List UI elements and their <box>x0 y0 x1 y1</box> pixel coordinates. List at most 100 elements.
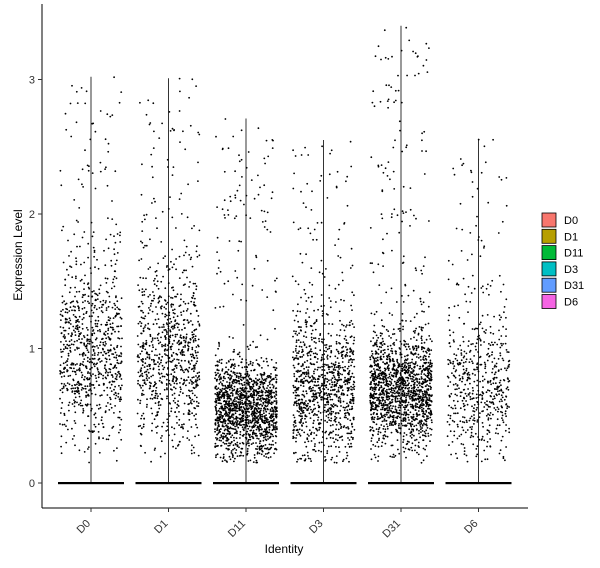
point <box>98 292 101 295</box>
point <box>379 332 382 334</box>
point <box>94 425 97 428</box>
point <box>341 366 344 369</box>
point <box>97 431 100 433</box>
point <box>149 367 152 370</box>
point <box>74 295 76 298</box>
point <box>191 412 194 415</box>
point <box>176 342 179 344</box>
point <box>151 393 153 396</box>
point <box>327 314 329 316</box>
point <box>198 229 201 232</box>
point <box>252 398 255 401</box>
point <box>59 348 62 351</box>
point <box>343 369 345 372</box>
point <box>396 397 399 400</box>
point <box>195 386 197 388</box>
point <box>247 363 250 366</box>
point <box>231 456 234 458</box>
point <box>65 302 68 305</box>
point <box>179 391 182 393</box>
point <box>352 350 355 352</box>
point <box>87 351 90 354</box>
point <box>228 400 231 402</box>
point <box>410 377 412 380</box>
point <box>316 401 319 404</box>
point <box>100 394 103 396</box>
point <box>388 357 391 360</box>
point <box>175 258 178 260</box>
point <box>422 356 425 359</box>
point <box>233 350 235 353</box>
point <box>349 348 352 351</box>
point <box>180 388 182 391</box>
point <box>79 364 81 367</box>
point <box>257 415 260 417</box>
point <box>387 364 390 367</box>
point <box>298 433 301 435</box>
point <box>225 402 228 404</box>
point <box>169 317 172 320</box>
point <box>193 370 195 373</box>
point <box>337 397 340 399</box>
point <box>294 380 297 382</box>
point <box>141 394 143 396</box>
point <box>234 431 237 434</box>
point <box>253 417 255 419</box>
point <box>155 415 157 417</box>
point <box>160 361 162 364</box>
point <box>260 209 263 212</box>
point <box>418 382 420 385</box>
point <box>183 354 186 356</box>
point <box>347 437 349 439</box>
point <box>78 315 81 318</box>
point <box>183 239 186 242</box>
point <box>337 412 340 415</box>
point <box>263 428 266 431</box>
point <box>73 405 76 408</box>
point <box>139 444 142 447</box>
point <box>117 396 120 398</box>
point <box>157 339 160 342</box>
point <box>86 334 89 337</box>
point <box>82 313 85 316</box>
point <box>426 374 429 377</box>
point <box>325 344 328 346</box>
point <box>81 168 84 171</box>
point <box>234 457 236 460</box>
point <box>119 400 121 402</box>
point <box>265 456 268 458</box>
point <box>81 363 84 366</box>
point <box>149 364 152 366</box>
point <box>101 416 103 419</box>
point <box>60 356 63 358</box>
point <box>67 239 69 242</box>
point <box>65 441 68 444</box>
point <box>260 380 263 383</box>
point <box>346 402 348 405</box>
point <box>158 379 161 382</box>
point <box>99 110 102 112</box>
point <box>320 374 323 376</box>
point <box>247 422 250 425</box>
point <box>302 202 305 205</box>
point <box>153 363 156 366</box>
point <box>312 386 314 389</box>
point <box>307 407 310 410</box>
point <box>330 417 333 420</box>
point <box>380 385 383 387</box>
point <box>151 390 154 393</box>
point <box>189 281 191 283</box>
point <box>309 354 312 357</box>
point <box>324 419 326 422</box>
point <box>97 329 99 332</box>
point <box>320 305 323 307</box>
point <box>391 352 394 355</box>
point <box>216 437 219 440</box>
point <box>94 298 97 301</box>
point <box>157 361 159 364</box>
point <box>69 301 72 304</box>
point <box>101 311 104 314</box>
point <box>97 319 100 322</box>
point <box>320 441 323 444</box>
point <box>158 407 161 410</box>
